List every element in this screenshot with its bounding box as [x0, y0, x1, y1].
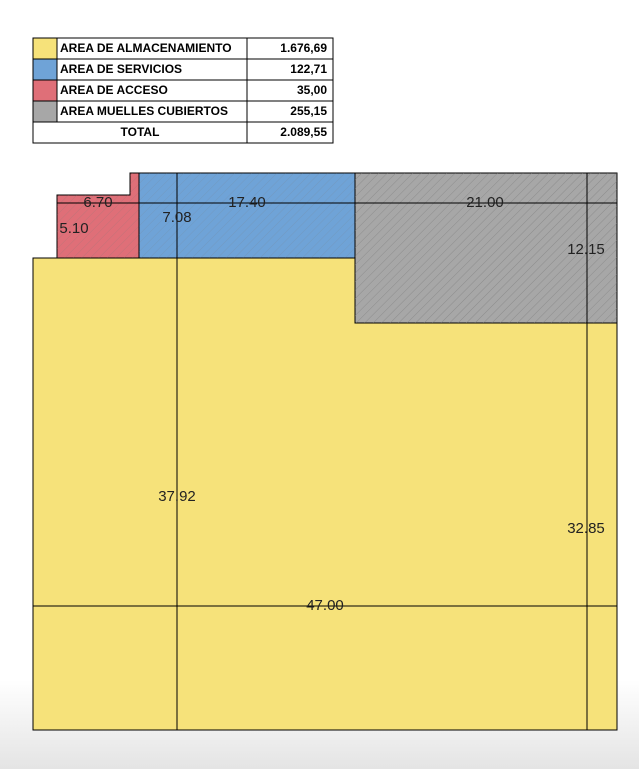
legend-name: AREA MUELLES CUBIERTOS: [60, 104, 228, 118]
dimension-label: 6.70: [83, 194, 112, 211]
legend-table: [32, 37, 334, 144]
dimension-label: 47.00: [306, 597, 344, 614]
total-label: TOTAL: [121, 125, 160, 139]
storage-area: [32, 257, 618, 731]
dimension-label: 21.00: [466, 194, 504, 211]
docks-area-hatch: [355, 173, 617, 323]
legend-name: AREA DE ACCESO: [60, 83, 168, 97]
legend-area: 35,00: [297, 83, 327, 97]
dimension-label: 5.10: [59, 220, 88, 237]
total-area: 2.089,55: [280, 125, 327, 139]
services-area-hatch: [139, 173, 355, 258]
dimension-label: 12.15: [567, 241, 605, 258]
legend-area: 255,15: [290, 104, 327, 118]
dimension-label: 32.85: [567, 520, 605, 537]
dimension-lines: [33, 173, 617, 730]
dimension-label: 17.40: [228, 194, 266, 211]
dimension-label: 7.08: [162, 209, 191, 226]
dimension-label: 37.92: [158, 488, 196, 505]
legend-name: AREA DE ALMACENAMIENTO: [60, 41, 232, 55]
legend-area: 122,71: [290, 62, 327, 76]
legend-name: AREA DE SERVICIOS: [60, 62, 182, 76]
legend-area: 1.676,69: [280, 41, 327, 55]
access-area-hatch: [57, 173, 139, 258]
